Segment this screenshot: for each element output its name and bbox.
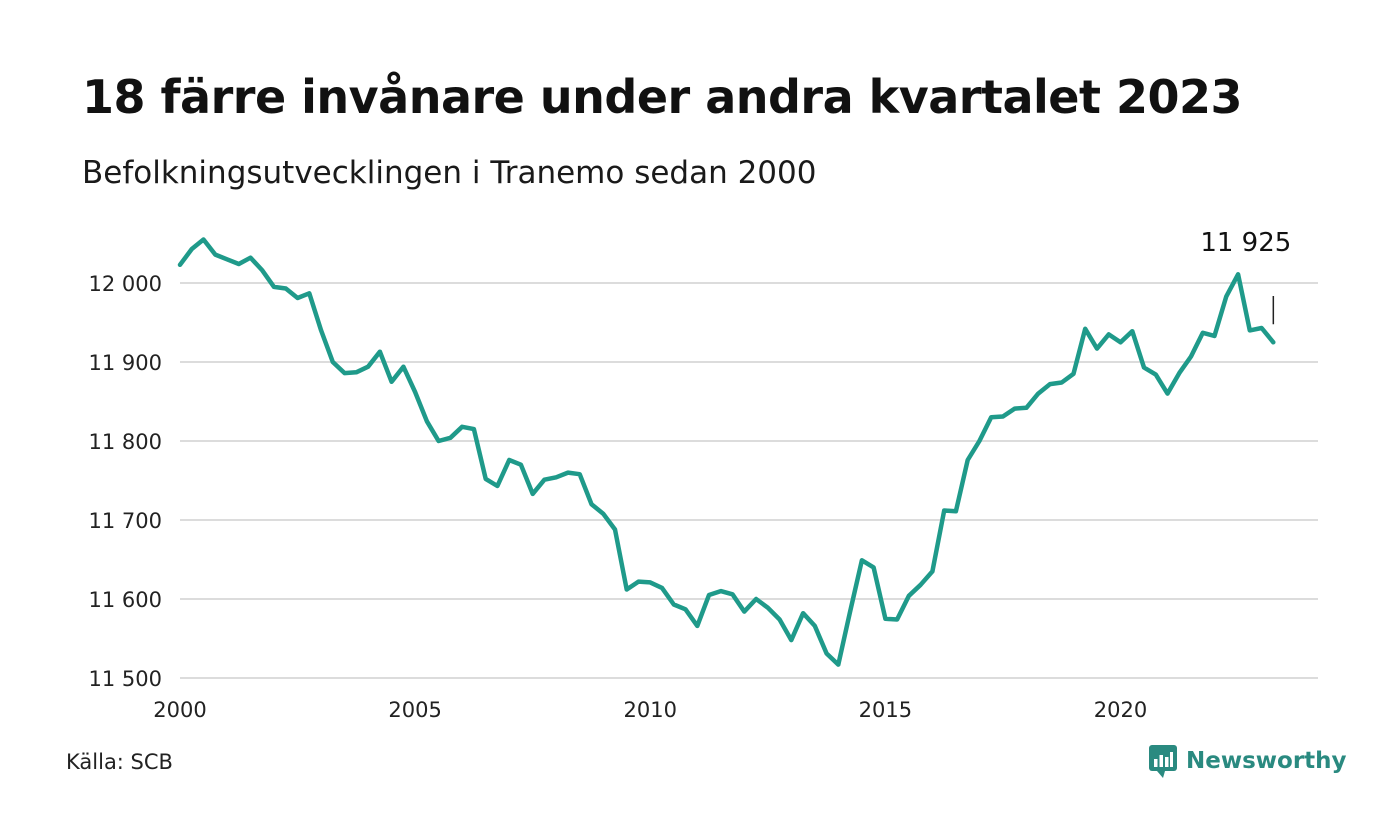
brand-logo: Newsworthy [1148, 744, 1347, 778]
x-tick-label: 2020 [1094, 698, 1147, 722]
x-tick-label: 2000 [153, 698, 206, 722]
chart-subtitle: Befolkningsutvecklingen i Tranemo sedan … [82, 155, 817, 191]
x-tick-label: 2010 [624, 698, 677, 722]
y-tick-label: 11 800 [89, 430, 162, 454]
y-tick-label: 12 000 [89, 272, 162, 296]
x-axis-ticks: 2000 2005 2010 2015 2020 [153, 698, 1147, 722]
y-tick-label: 11 600 [89, 588, 162, 612]
y-tick-label: 11 700 [89, 509, 162, 533]
bar-chart-speech-bubble-icon [1149, 745, 1177, 778]
chart-title: 18 färre invånare under andra kvartalet … [82, 70, 1243, 124]
y-axis-ticks: 11 500 11 600 11 700 11 800 11 900 12 000 [89, 272, 162, 691]
y-tick-label: 11 500 [89, 667, 162, 691]
brand-name: Newsworthy [1186, 748, 1347, 774]
x-tick-label: 2005 [388, 698, 441, 722]
source-note: Källa: SCB [66, 750, 173, 774]
x-tick-label: 2015 [859, 698, 912, 722]
series-line [177, 237, 1276, 667]
annotation: 11 925 [1200, 228, 1291, 325]
gridlines [180, 282, 1318, 679]
annotation-label: 11 925 [1200, 228, 1291, 258]
y-tick-label: 11 900 [89, 351, 162, 375]
series-layer [177, 237, 1276, 667]
